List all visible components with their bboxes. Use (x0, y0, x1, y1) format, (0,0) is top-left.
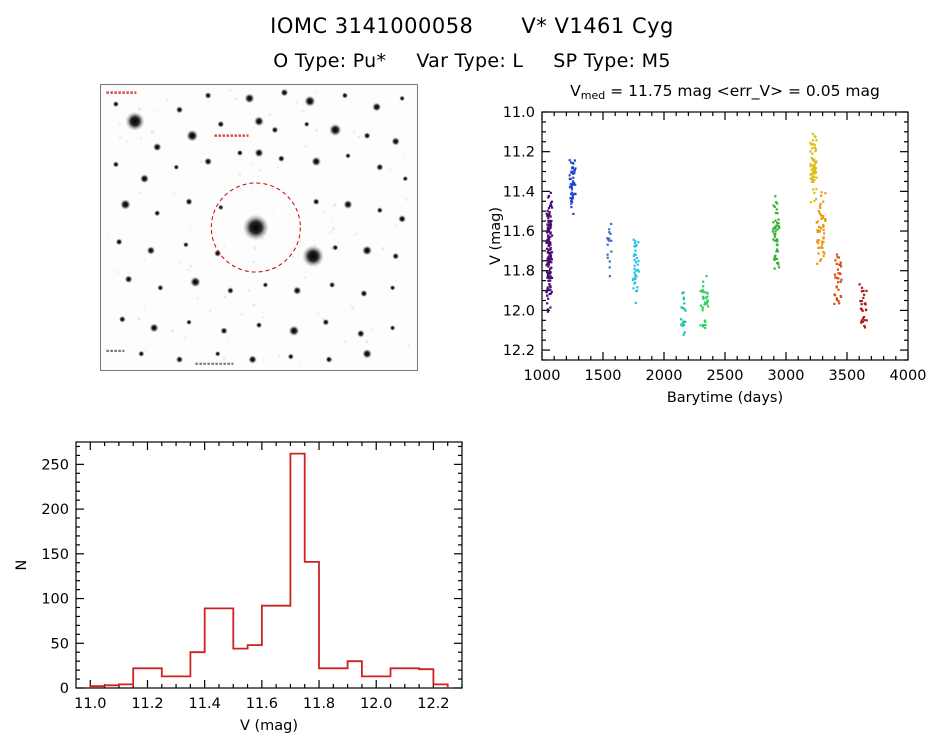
svg-text:3500: 3500 (829, 368, 866, 384)
svg-text:3000: 3000 (768, 368, 805, 384)
svg-text:4000: 4000 (890, 368, 927, 384)
svg-text:1000: 1000 (524, 368, 561, 384)
title-star-name: V* V1461 Cyg (521, 14, 674, 38)
svg-text:2500: 2500 (707, 368, 744, 384)
page-title: IOMC 3141000058 V* V1461 Cyg (0, 14, 944, 38)
svg-text:11.0: 11.0 (74, 696, 106, 712)
lightcurve-tick-labels: 1000 1500 2000 2500 3000 3500 4000 11.0 11.2 11.4… (503, 105, 927, 384)
svg-text:0: 0 (60, 681, 69, 697)
magnitude-histogram-plot: 11.0 11.2 11.4 11.6 11.8 12.0 12.2 0 50 100 150 200… (14, 441, 463, 734)
background-noise (102, 88, 411, 368)
histogram-xaxis-label: V (mag) (240, 718, 298, 734)
target-marker-circle (210, 182, 301, 273)
lightcurve-axes (541, 111, 909, 361)
histogram-yaxis-label: N (14, 560, 30, 571)
title-source-id: IOMC 3141000058 (270, 14, 474, 38)
svg-text:100: 100 (41, 592, 69, 608)
lightcurve-points (545, 132, 868, 336)
svg-text:11.4: 11.4 (503, 184, 535, 200)
object-type-label: O Type: Pu* (273, 50, 387, 72)
svg-text:200: 200 (41, 502, 69, 518)
svg-text:12.0: 12.0 (360, 696, 392, 712)
svg-text:12.0: 12.0 (503, 303, 535, 319)
svg-text:1500: 1500 (585, 368, 622, 384)
svg-text:11.2: 11.2 (131, 696, 163, 712)
lightcurve-title: Vmed = 11.75 mag <err_V> = 0.05 mag (570, 82, 880, 102)
variability-type-label: Var Type: L (416, 50, 524, 72)
svg-text:11.6: 11.6 (246, 696, 278, 712)
svg-text:11.0: 11.0 (503, 105, 535, 121)
svg-text:11.6: 11.6 (503, 224, 535, 240)
svg-text:250: 250 (41, 457, 69, 473)
svg-text:12.2: 12.2 (417, 696, 449, 712)
lightcurve-yaxis-label: V (mag) (488, 207, 504, 265)
spectral-type-label: SP Type: M5 (553, 50, 671, 72)
histogram-tick-labels: 11.0 11.2 11.4 11.6 11.8 12.0 12.2 0 50 100 150 200… (41, 457, 449, 712)
svg-text:150: 150 (41, 547, 69, 563)
svg-text:2000: 2000 (646, 368, 683, 384)
page-subtitle: O Type: Pu* Var Type: L SP Type: M5 (0, 50, 944, 72)
svg-text:11.8: 11.8 (503, 264, 535, 280)
svg-text:11.4: 11.4 (189, 696, 221, 712)
histogram-axes (75, 441, 463, 689)
light-curve-plot: 1000 1500 2000 2500 3000 3500 4000 11.0 11.2 11.4… (488, 82, 927, 406)
star-field (112, 88, 409, 364)
lightcurve-xaxis-label: Barytime (days) (667, 390, 783, 406)
svg-text:12.2: 12.2 (503, 343, 535, 359)
finding-chart-image (100, 84, 418, 371)
svg-text:11.2: 11.2 (503, 145, 535, 161)
svg-text:11.8: 11.8 (303, 696, 335, 712)
histogram-steps (89, 452, 449, 688)
svg-text:50: 50 (51, 636, 69, 652)
